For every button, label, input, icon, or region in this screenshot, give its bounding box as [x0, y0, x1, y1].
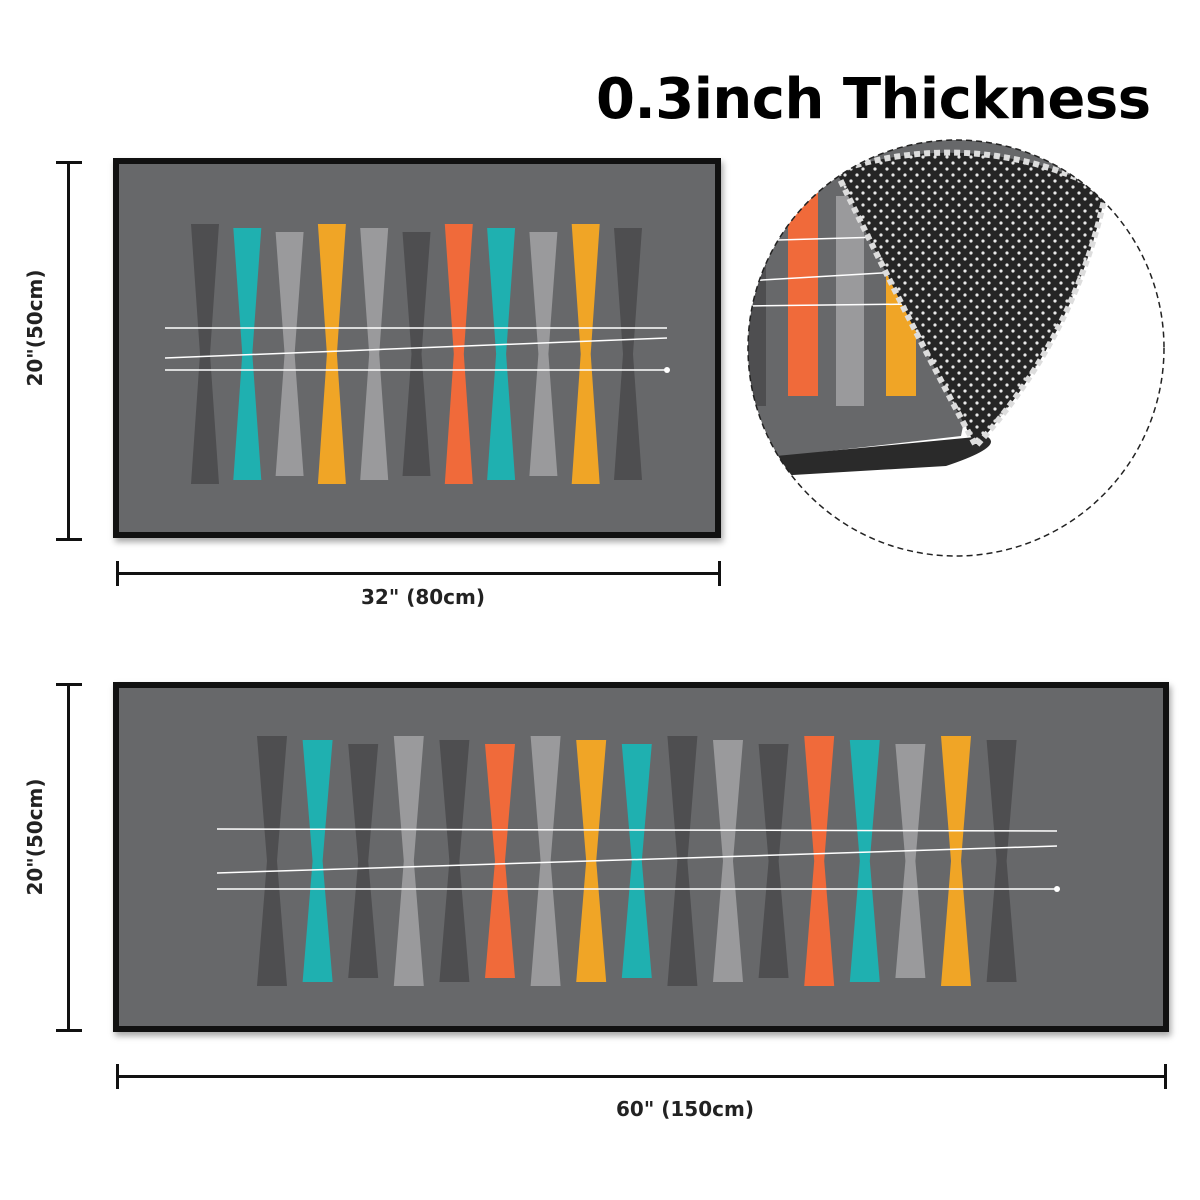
rug-stripe: [485, 744, 515, 978]
rug-stripe: [621, 744, 652, 978]
small-rug-width-cap-left: [116, 561, 119, 586]
rug-line-dot: [664, 367, 670, 373]
rug-stripe: [317, 224, 346, 484]
rug-stripe: [614, 228, 642, 480]
rug-line: [164, 337, 668, 359]
large-rug-width-cap-left: [116, 1064, 119, 1089]
small-rug-pattern: [164, 224, 670, 484]
rug-stripe: [986, 740, 1017, 982]
rug-stripe: [360, 228, 389, 480]
small-rug-width-label: 32" (80cm): [360, 585, 486, 609]
large-rug-height-cap-top: [56, 683, 82, 686]
large-rug-height-label: 20"(50cm): [23, 778, 47, 896]
rug-stripe: [439, 740, 470, 982]
small-rug-width-cap-right: [718, 561, 721, 586]
headline-thickness: 0.3inch Thickness: [596, 67, 1151, 132]
rug-stripe: [275, 232, 304, 476]
rug-stripe: [191, 224, 219, 484]
thickness-zoom-detail: [747, 139, 1165, 557]
large-rug-width-label: 60" (150cm): [616, 1097, 754, 1121]
large-rug-height-line: [67, 684, 70, 1031]
large-rug-pattern: [216, 736, 1060, 986]
large-rug-width-line: [117, 1075, 1167, 1078]
small-rug-width-line: [117, 572, 721, 575]
rug-stripe: [530, 736, 561, 986]
rug-line-dot: [1054, 886, 1060, 892]
rug-stripe: [348, 744, 379, 978]
large-rug: [113, 682, 1169, 1032]
small-rug-height-label: 20"(50cm): [23, 269, 47, 387]
rug-line: [216, 828, 1058, 832]
rug-stripe: [402, 232, 431, 476]
small-rug-height-line: [67, 162, 70, 540]
rug-stripe: [529, 232, 558, 476]
rug-stripe: [302, 740, 333, 982]
rug-stripe: [393, 736, 424, 986]
small-rug: [113, 158, 721, 538]
rug-stripe: [444, 224, 473, 484]
rug-stripe: [758, 744, 789, 978]
rug-stripe: [571, 224, 600, 484]
rug-stripe: [487, 228, 516, 480]
small-rug-height-cap-top: [56, 161, 82, 164]
rug-stripe: [667, 736, 698, 986]
rug-stripe: [257, 736, 287, 986]
rug-stripe: [849, 740, 880, 982]
rug-stripe: [713, 740, 743, 982]
rug-stripe: [895, 744, 926, 978]
rug-line: [216, 845, 1058, 874]
large-rug-height-cap-bottom: [56, 1029, 82, 1032]
rug-stripe: [941, 736, 971, 986]
rug-stripe: [804, 736, 835, 986]
small-rug-height-cap-bottom: [56, 538, 82, 541]
large-rug-width-cap-right: [1164, 1064, 1167, 1089]
